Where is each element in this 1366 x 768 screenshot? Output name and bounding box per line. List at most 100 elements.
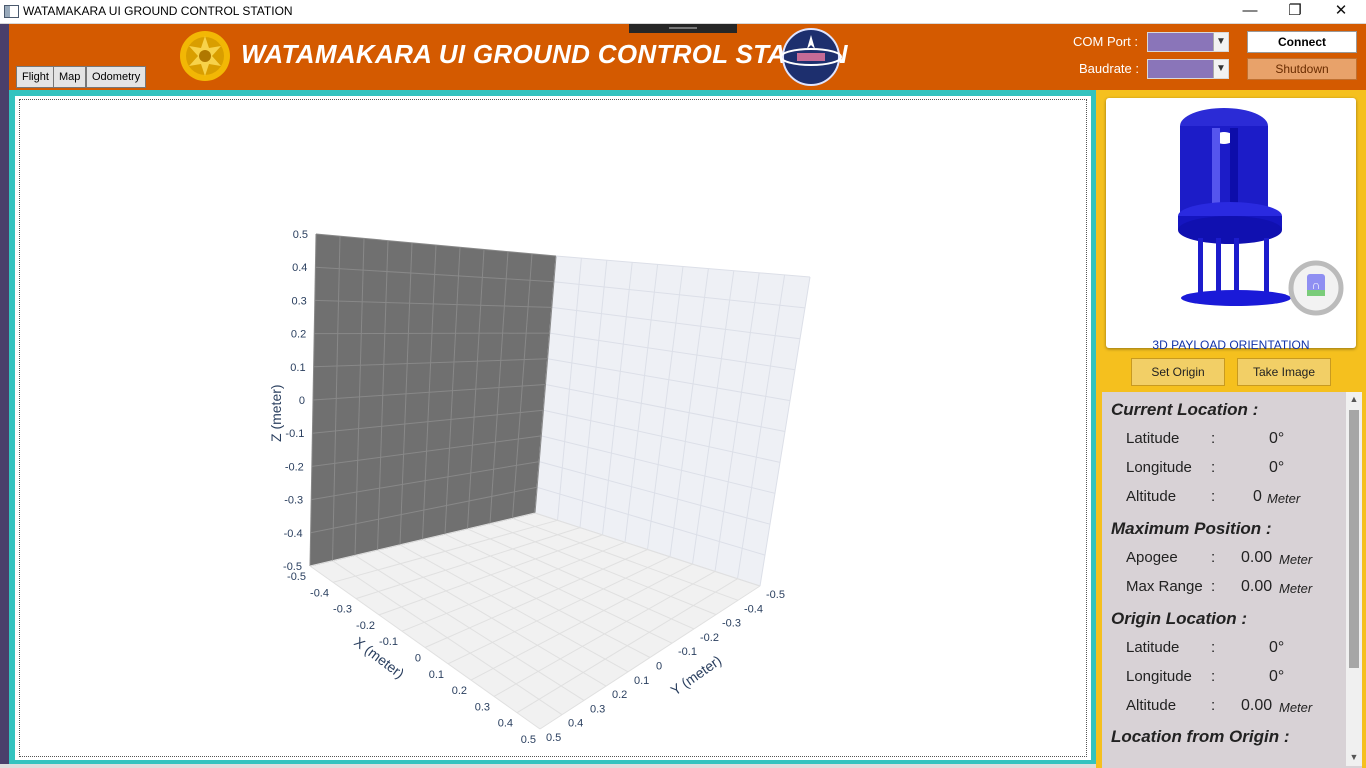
floor-grid-line bbox=[444, 533, 673, 644]
colon: : bbox=[1211, 697, 1216, 714]
apogee-label: Apogee bbox=[1126, 549, 1178, 566]
xz-grid-line bbox=[549, 332, 796, 371]
origin-altitude-value: 0.00 bbox=[1241, 697, 1273, 714]
drag-handle[interactable] bbox=[629, 24, 737, 33]
yz-grid-line bbox=[312, 384, 546, 401]
tab-map[interactable]: Map bbox=[53, 66, 87, 88]
colon: : bbox=[1211, 488, 1216, 505]
z-tick-label: 0.5 bbox=[293, 229, 308, 241]
origin-altitude-unit: Meter bbox=[1279, 700, 1313, 715]
x-tick-label: 0.4 bbox=[498, 718, 513, 730]
xz-grid-line bbox=[553, 281, 806, 309]
location-from-origin-title: Location from Origin : bbox=[1111, 727, 1290, 746]
z-tick-label: 0 bbox=[299, 395, 305, 407]
baudrate-select[interactable]: ▼ bbox=[1147, 59, 1229, 79]
payload-3d-model[interactable]: ∩ bbox=[1106, 98, 1356, 338]
payload-orientation-title: 3D PAYLOAD ORIENTATION bbox=[1152, 338, 1310, 352]
current-location-title: Current Location : bbox=[1111, 400, 1259, 419]
xz-grid-line bbox=[714, 272, 760, 572]
scrollbar-thumb[interactable] bbox=[1349, 410, 1359, 668]
tab-odometry[interactable]: Odometry bbox=[86, 66, 147, 88]
maximum-position-title: Maximum Position : bbox=[1111, 519, 1272, 538]
x-tick-label: -0.4 bbox=[310, 587, 329, 599]
current-altitude-label: Altitude bbox=[1126, 488, 1177, 505]
take-image-button[interactable]: Take Image bbox=[1237, 358, 1331, 386]
z-tick-label: 0.1 bbox=[290, 362, 305, 374]
chevron-down-icon[interactable]: ▼ bbox=[1213, 33, 1228, 51]
x-tick-label: 0 bbox=[415, 653, 421, 665]
floor-grid-line bbox=[493, 570, 716, 697]
xz-grid-line bbox=[547, 358, 791, 402]
z-tick-label: -0.1 bbox=[285, 428, 304, 440]
colon: : bbox=[1211, 578, 1216, 595]
app-header: Flight Map Odometry WATAMAKARA UI GROUND… bbox=[9, 24, 1366, 90]
colon: : bbox=[1211, 430, 1216, 447]
aurora-logo-icon bbox=[780, 28, 842, 86]
apogee-unit: Meter bbox=[1279, 552, 1313, 567]
y-tick-label: -0.2 bbox=[700, 632, 719, 644]
com-port-select[interactable]: ▼ bbox=[1147, 32, 1229, 52]
yz-grid-line bbox=[314, 332, 550, 335]
x-tick-label: -0.1 bbox=[379, 636, 398, 648]
yz-grid-line bbox=[315, 266, 554, 283]
z-axis-label: Z (meter) bbox=[268, 384, 284, 442]
x-tick-label: 0.3 bbox=[475, 701, 490, 713]
plot-area: -0.5 -0.4 -0.3 -0.2 -0.1 0 0.1 0.2 0.3 0.4 0.5 -0.5… bbox=[15, 96, 1091, 760]
app-icon bbox=[4, 5, 19, 18]
z-tick-label: 0.2 bbox=[291, 329, 306, 341]
maximize-button[interactable]: ❐ bbox=[1288, 2, 1302, 19]
axis-ticks: -0.5-0.4-0.3-0.2-0.100.10.20.30.40.5-0.5… bbox=[283, 229, 785, 746]
apogee-value: 0.00 bbox=[1241, 549, 1273, 566]
y-tick-label: 0 bbox=[656, 661, 662, 673]
current-longitude-value: 0° bbox=[1269, 459, 1285, 476]
x-tick-label: 0.5 bbox=[521, 734, 536, 746]
yz-grid-line bbox=[489, 251, 509, 524]
set-origin-button[interactable]: Set Origin bbox=[1131, 358, 1225, 386]
origin-longitude-label: Longitude bbox=[1126, 668, 1192, 685]
grid-lines bbox=[309, 233, 811, 730]
floor-grid-line bbox=[512, 517, 739, 601]
bottom-strip bbox=[0, 764, 1096, 768]
xz-grid-line bbox=[759, 276, 811, 587]
current-longitude-label: Longitude bbox=[1126, 459, 1192, 476]
colon: : bbox=[1211, 459, 1216, 476]
3d-odometry-plot[interactable]: -0.5-0.4-0.3-0.2-0.100.10.20.30.40.5-0.5… bbox=[15, 96, 1091, 760]
minimize-button[interactable]: — bbox=[1242, 2, 1258, 19]
z-tick-label: 0.4 bbox=[292, 262, 307, 274]
y-tick-label: -0.1 bbox=[678, 646, 697, 658]
origin-latitude-value: 0° bbox=[1269, 639, 1285, 656]
y-tick-label: 0.5 bbox=[546, 732, 561, 744]
z-tick-label: -0.2 bbox=[285, 461, 304, 473]
scroll-up-icon[interactable]: ▲ bbox=[1349, 394, 1359, 404]
shutdown-button[interactable]: Shutdown bbox=[1247, 58, 1357, 80]
y-tick-label: 0.4 bbox=[568, 718, 583, 730]
xz-grid-line bbox=[692, 270, 735, 565]
y-tick-label: -0.5 bbox=[766, 589, 785, 601]
floor-grid-line bbox=[489, 523, 717, 616]
y-tick-label: 0.3 bbox=[590, 703, 605, 715]
z-tick-label: 0.3 bbox=[292, 295, 307, 307]
colon: : bbox=[1211, 639, 1216, 656]
yz-grid-line bbox=[534, 255, 557, 514]
payload-orientation-card[interactable]: ∩ 3D PAYLOAD ORIENTATION bbox=[1106, 98, 1356, 352]
baudrate-label: Baudrate : bbox=[1079, 61, 1139, 76]
window-title: WATAMAKARA UI GROUND CONTROL STATION bbox=[23, 4, 293, 18]
chevron-down-icon[interactable]: ▼ bbox=[1213, 60, 1228, 78]
close-button[interactable]: ✕ bbox=[1334, 2, 1348, 19]
odometry-panel: -0.5 -0.4 -0.3 -0.2 -0.1 0 0.1 0.2 0.3 0.4 0.5 -0.5… bbox=[9, 90, 1096, 764]
current-latitude-label: Latitude bbox=[1126, 430, 1180, 447]
floor-grid-line bbox=[534, 512, 761, 587]
tab-flight[interactable]: Flight bbox=[16, 66, 55, 88]
info-scrollbar[interactable]: ▲ ▼ bbox=[1346, 392, 1362, 766]
y-axis-label: Y (meter) bbox=[668, 652, 725, 698]
yz-grid-line bbox=[512, 253, 533, 519]
origin-longitude-value: 0° bbox=[1269, 668, 1285, 685]
current-altitude-value: 0 bbox=[1253, 488, 1262, 505]
origin-location-title: Origin Location : bbox=[1111, 609, 1247, 628]
floor-grid-line bbox=[516, 578, 738, 714]
floor-grid-line bbox=[424, 549, 648, 648]
x-tick-label: 0.1 bbox=[429, 669, 444, 681]
window-titlebar: WATAMAKARA UI GROUND CONTROL STATION — ❐… bbox=[0, 0, 1366, 24]
scroll-down-icon[interactable]: ▼ bbox=[1349, 752, 1359, 762]
connect-button[interactable]: Connect bbox=[1247, 31, 1357, 53]
